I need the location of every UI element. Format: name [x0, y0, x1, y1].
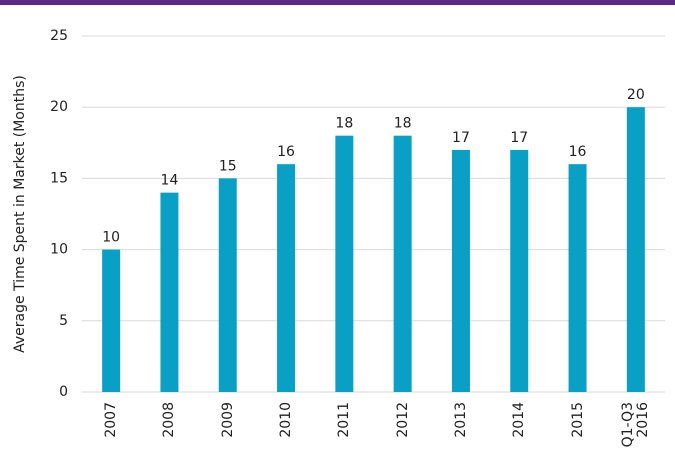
value-label: 18 — [335, 116, 353, 132]
x-tick-text: 2007 — [102, 402, 119, 438]
bar — [160, 192, 179, 392]
bar — [451, 149, 470, 392]
bar — [218, 178, 237, 392]
bar — [102, 249, 121, 392]
value-label: 16 — [277, 144, 295, 160]
x-tick-label: 2013 — [441, 402, 481, 458]
x-tick-label: 2014 — [499, 402, 539, 458]
y-axis-label: Average Time Spent in Market (Months) — [12, 75, 28, 353]
x-tick-label: 2009 — [208, 402, 248, 458]
x-tick-label: 2007 — [91, 402, 131, 458]
x-tick-text: 2012 — [394, 402, 411, 438]
x-tick-text: 2011 — [335, 402, 352, 438]
y-tick-label: 5 — [59, 313, 68, 329]
x-tick-text: Q1-Q3 2016 — [619, 402, 651, 448]
y-tick-label: 25 — [50, 28, 68, 44]
x-tick-text: 2013 — [452, 402, 469, 438]
y-tick-label: 10 — [50, 242, 68, 258]
value-label: 17 — [510, 130, 528, 146]
value-label: 10 — [102, 230, 120, 246]
y-tick-label: 20 — [50, 99, 68, 115]
x-tick-label: 2011 — [324, 402, 364, 458]
bar — [393, 135, 412, 392]
bar — [568, 164, 587, 392]
bar — [510, 149, 529, 392]
value-label: 15 — [219, 158, 237, 174]
y-tick-label: 15 — [50, 170, 68, 186]
bar — [277, 164, 296, 392]
value-label: 18 — [394, 116, 412, 132]
x-tick-text: 2014 — [510, 402, 527, 438]
x-tick-text: 2015 — [569, 402, 586, 438]
x-tick-text: 2008 — [160, 402, 177, 438]
bar — [626, 107, 645, 392]
bar — [335, 135, 354, 392]
x-tick-label: 2012 — [383, 402, 423, 458]
x-tick-label: 2010 — [266, 402, 306, 458]
top-band — [0, 0, 675, 5]
x-tick-label: 2008 — [149, 402, 189, 458]
value-label: 14 — [161, 173, 179, 189]
x-tick-label: Q1-Q3 2016 — [616, 402, 656, 458]
value-label: 20 — [627, 87, 645, 103]
x-tick-label: 2015 — [558, 402, 598, 458]
value-label: 17 — [452, 130, 470, 146]
value-label: 16 — [569, 144, 587, 160]
y-tick-label: 0 — [59, 384, 68, 400]
x-tick-text: 2010 — [277, 402, 294, 438]
x-tick-text: 2009 — [219, 402, 236, 438]
